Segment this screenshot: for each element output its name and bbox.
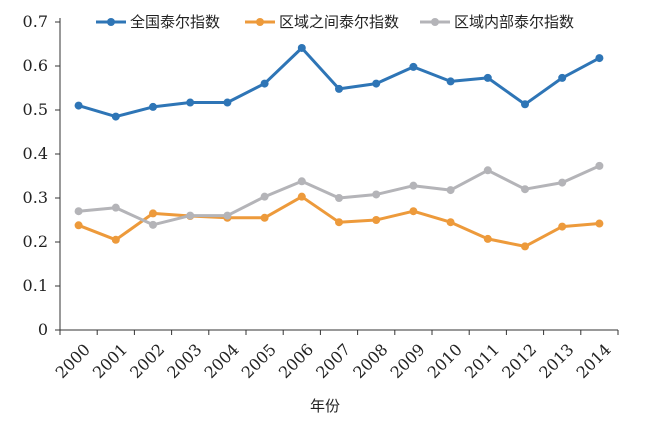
legend-swatch-marker	[107, 18, 115, 26]
data-point	[558, 178, 567, 187]
x-tick-label: 2000	[52, 340, 94, 382]
series-3	[74, 161, 604, 229]
legend-label: 区域内部泰尔指数	[454, 13, 574, 31]
data-point	[595, 54, 604, 63]
legend-item: 全国泰尔指数	[96, 13, 220, 31]
y-tick-label: 0.7	[23, 12, 48, 31]
legend-item: 区域内部泰尔指数	[420, 13, 574, 31]
series-1	[74, 43, 604, 121]
legend-swatch-marker	[431, 18, 439, 26]
x-tick-label: 2007	[312, 340, 354, 382]
data-point	[186, 211, 195, 220]
series-layer	[74, 43, 604, 251]
data-point	[558, 73, 567, 82]
y-tick-label: 0.6	[23, 56, 48, 75]
data-point	[372, 190, 381, 199]
y-tick-label: 0	[38, 320, 48, 339]
legend-label: 区域之间泰尔指数	[279, 13, 399, 31]
y-tick-label: 0.2	[23, 232, 48, 251]
x-tick-label: 2011	[461, 340, 503, 382]
data-point	[149, 209, 157, 218]
legend: 全国泰尔指数 区域之间泰尔指数 区域内部泰尔指数	[96, 13, 574, 31]
y-tick-label: 0.4	[23, 144, 48, 163]
data-point	[74, 207, 83, 216]
data-point	[111, 235, 120, 244]
x-tick-label: 2002	[126, 340, 168, 382]
data-point	[521, 100, 529, 109]
x-tick-label: 2008	[349, 340, 391, 382]
data-point	[74, 221, 83, 230]
data-point	[483, 73, 492, 82]
data-point	[297, 43, 306, 52]
data-point	[372, 79, 381, 88]
data-point	[595, 219, 604, 228]
data-point	[335, 218, 343, 227]
data-point	[521, 242, 529, 251]
legend-label: 全国泰尔指数	[130, 13, 220, 31]
x-tick-label: 2010	[424, 340, 466, 382]
x-tick-label: 2001	[89, 340, 131, 382]
data-point	[409, 62, 418, 71]
data-point	[483, 166, 492, 175]
data-point	[595, 161, 604, 170]
data-point	[558, 222, 567, 231]
data-point	[149, 220, 157, 229]
data-point	[409, 181, 418, 190]
data-point	[260, 213, 269, 222]
data-point	[521, 185, 529, 194]
legend-swatch-marker	[256, 18, 264, 26]
y-tick-label: 0.5	[23, 100, 48, 119]
x-tick-label: 2006	[275, 340, 317, 382]
data-point	[111, 203, 120, 212]
data-point	[149, 102, 157, 111]
data-point	[372, 216, 381, 224]
data-point	[111, 112, 120, 121]
data-point	[335, 84, 343, 93]
x-tick-label: 2012	[498, 340, 540, 382]
x-tick-label: 2005	[238, 340, 280, 382]
data-point	[297, 177, 306, 186]
data-point	[483, 234, 492, 243]
x-tick-label: 2004	[200, 340, 242, 382]
data-point	[223, 211, 232, 220]
x-tick-label: 2009	[386, 340, 428, 382]
data-point	[446, 218, 455, 227]
data-point	[446, 77, 455, 86]
x-tick-label: 2013	[535, 340, 577, 382]
data-point	[335, 194, 343, 202]
x-tick-label: 2003	[163, 340, 205, 382]
legend-item: 区域之间泰尔指数	[245, 13, 399, 31]
data-point	[297, 192, 306, 201]
data-point	[74, 101, 83, 110]
data-point	[186, 98, 195, 107]
data-point	[223, 98, 232, 107]
data-point	[260, 192, 269, 201]
data-point	[409, 207, 418, 216]
x-axis-title: 年份	[310, 397, 340, 415]
y-tick-label: 0.3	[23, 188, 48, 207]
y-tick-label: 0.1	[23, 276, 48, 295]
data-point	[260, 79, 269, 88]
data-point	[446, 186, 455, 195]
x-tick-label: 2014	[572, 340, 614, 382]
